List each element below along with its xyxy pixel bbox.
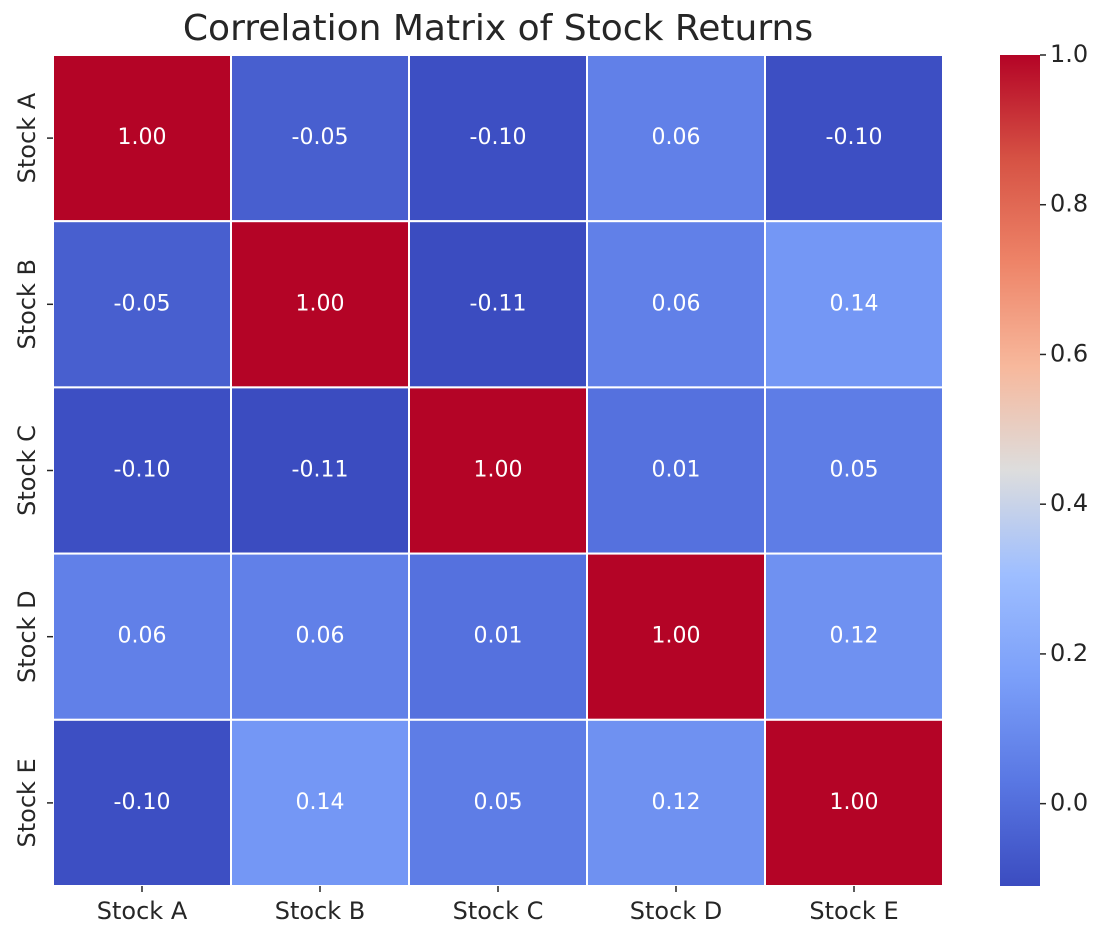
- cell-label: 1.00: [474, 458, 523, 483]
- colorbar: [1000, 55, 1040, 886]
- cell-label: 0.06: [652, 291, 701, 316]
- x-tick-label: Stock E: [809, 897, 898, 925]
- colorbar-tick-label: 0.8: [1050, 190, 1088, 218]
- cell-label: -0.10: [114, 458, 171, 483]
- heatmap-cell: [586, 54, 766, 223]
- cell-label: 0.05: [474, 790, 523, 815]
- colorbar-tick-label: 0.2: [1050, 639, 1088, 667]
- cell-label: 1.00: [118, 125, 167, 150]
- heatmap-cell: [52, 54, 232, 223]
- heatmap-cell: [230, 718, 410, 887]
- cell-label: 0.12: [830, 624, 879, 649]
- y-tick-label: Stock C: [13, 425, 41, 516]
- cell-label: 0.14: [830, 291, 879, 316]
- heatmap-cell: [764, 718, 944, 887]
- heatmap-cell: [52, 718, 232, 887]
- heatmap-cell: [230, 386, 410, 555]
- heatmap-cell: [52, 220, 232, 389]
- colorbar-tick-label: 0.4: [1050, 489, 1088, 517]
- heatmap-cell: [230, 552, 410, 721]
- cell-label: 0.01: [474, 624, 523, 649]
- colorbar-tick-label: 0.0: [1050, 789, 1088, 817]
- y-tick-label: Stock A: [13, 92, 41, 183]
- cell-label: 0.06: [118, 624, 167, 649]
- cell-label: -0.05: [114, 291, 171, 316]
- heatmap-cell: [586, 552, 766, 721]
- cell-label: 0.06: [652, 125, 701, 150]
- x-tick-label: Stock A: [97, 897, 188, 925]
- cell-label: 0.06: [296, 624, 345, 649]
- cell-label: -0.11: [470, 291, 527, 316]
- y-tick-label: Stock B: [13, 259, 41, 350]
- cell-label: -0.10: [114, 790, 171, 815]
- colorbar-tick-label: 0.6: [1050, 339, 1088, 367]
- heatmap-cell: [408, 386, 588, 555]
- y-tick-label: Stock D: [13, 590, 41, 683]
- heatmap-cell: [408, 552, 588, 721]
- x-tick-label: Stock B: [275, 897, 366, 925]
- colorbar-tick-label: 1.0: [1050, 40, 1088, 68]
- y-tick-label: Stock E: [13, 758, 41, 847]
- cell-label: 0.14: [296, 790, 345, 815]
- cell-label: -0.10: [826, 125, 883, 150]
- cell-label: 1.00: [296, 291, 345, 316]
- cell-label: 1.00: [830, 790, 879, 815]
- cell-label: 0.05: [830, 458, 879, 483]
- cell-label: -0.10: [470, 125, 527, 150]
- heatmap-cell: [764, 386, 944, 555]
- cell-label: 1.00: [652, 624, 701, 649]
- heatmap-cell: [408, 54, 588, 223]
- heatmap-cell: [230, 54, 410, 223]
- cell-label: -0.11: [292, 458, 349, 483]
- heatmap-cell: [408, 718, 588, 887]
- cell-label: -0.05: [292, 125, 349, 150]
- heatmap-cell: [586, 386, 766, 555]
- heatmap-cell: [764, 54, 944, 223]
- cell-label: 0.12: [652, 790, 701, 815]
- chart-title: Correlation Matrix of Stock Returns: [183, 8, 813, 49]
- x-tick-label: Stock D: [630, 897, 723, 925]
- heatmap-cell: [764, 220, 944, 389]
- x-tick-label: Stock C: [453, 897, 544, 925]
- heatmap-cell: [408, 220, 588, 389]
- cell-label: 0.01: [652, 458, 701, 483]
- heatmap-cell: [764, 552, 944, 721]
